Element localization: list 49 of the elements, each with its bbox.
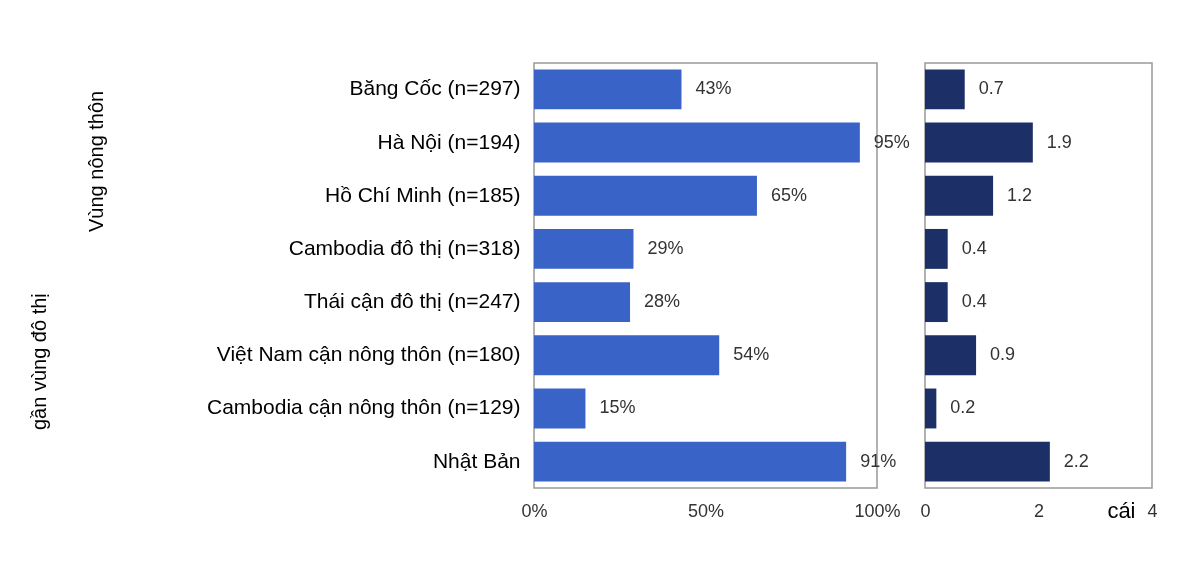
data-label: 95% [873,131,910,152]
data-label: 28% [644,291,681,312]
data-label: 0.4 [961,237,987,258]
bar [534,175,757,216]
data-label: 1.2 [1007,184,1033,205]
bar [925,388,937,429]
y-tick-label: Hà Nội (n=194) [377,129,521,153]
data-label: 0.9 [990,344,1016,365]
bar [925,441,1050,482]
x-tick-label: 50% [687,500,725,521]
bar [925,282,948,323]
x-tick-label: 2 [1033,500,1045,521]
x-tick-label: 0 [920,500,931,521]
data-label: 65% [770,184,807,205]
bar [534,122,860,163]
bar [925,228,948,269]
x-tick-label: 0% [521,500,548,521]
x-axis-title: cái [1107,497,1136,523]
bar [534,441,847,482]
data-label: 29% [647,237,684,258]
bar [925,69,965,110]
bar [925,122,1033,163]
y-tick-label: Nhật Bản [432,448,521,472]
bar [534,228,634,269]
bar [534,335,720,376]
data-label: 0.4 [961,291,987,312]
x-tick-label: 100% [854,500,901,521]
bar [925,175,994,216]
bar [925,335,977,376]
data-label: 43% [695,78,732,99]
data-label: 0.2 [950,397,976,418]
data-label: 0.7 [978,78,1004,99]
data-label: 1.9 [1046,131,1072,152]
y-tick-label: Hồ Chí Minh (n=185) [324,182,521,206]
y-tick-label: Việt Nam cận nông thôn (n=180) [216,342,521,366]
text: gần vùng đô thị [28,293,51,430]
bar [534,69,682,110]
bar [534,282,631,323]
y-tick-label: Cambodia cận nông thôn (n=129) [207,395,521,419]
y-tick-label: Cambodia đô thị (n=318) [288,235,521,259]
data-label: 15% [599,397,636,418]
data-label: 91% [860,450,897,471]
x-tick-label: 4 [1147,500,1158,521]
data-label: 2.2 [1063,450,1089,471]
data-label: 54% [733,344,770,365]
y-tick-label: Băng Cốc (n=297) [349,76,521,100]
text: Vùng nông thôn [85,90,108,232]
bar [534,388,586,429]
y-tick-label: Thái cận đô thị (n=247) [303,289,521,313]
